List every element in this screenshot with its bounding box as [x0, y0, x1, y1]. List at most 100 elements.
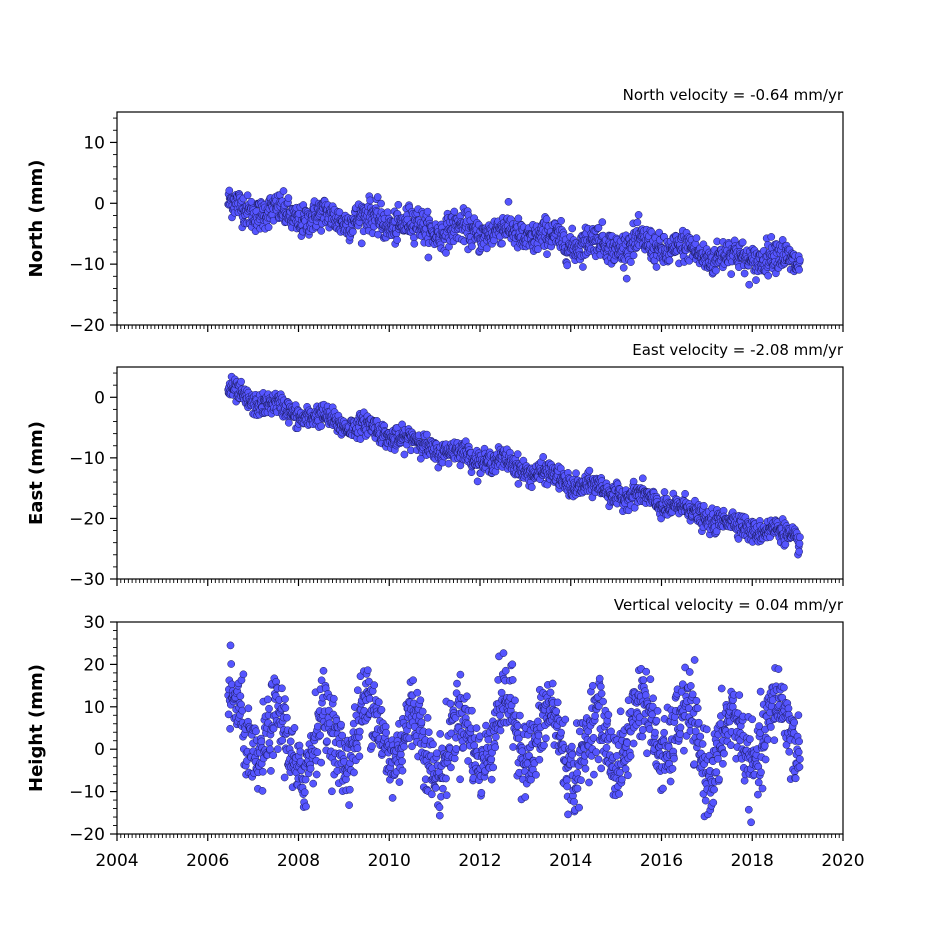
data-point-height: [290, 724, 299, 732]
data-point-north: [349, 227, 357, 236]
data-point-height: [575, 803, 583, 812]
data-point-height: [646, 675, 655, 684]
data-point-height: [670, 754, 678, 763]
data-point-height: [710, 785, 718, 794]
data-point-height: [626, 752, 635, 760]
y-tick-label-east: 0: [94, 388, 105, 408]
data-point-height: [616, 707, 625, 716]
data-point-height: [442, 774, 450, 783]
data-point-north: [284, 194, 293, 202]
data-point-north: [357, 239, 366, 248]
data-point-height: [521, 793, 530, 801]
data-point-height: [286, 737, 295, 746]
data-point-north: [279, 187, 288, 195]
data-point-north: [652, 263, 661, 271]
data-point-height: [345, 801, 353, 809]
data-point-height: [599, 697, 607, 706]
data-point-height: [442, 791, 451, 800]
x-tick-label: 2008: [277, 851, 320, 871]
data-point-north: [335, 208, 344, 217]
y-tick-label-height: 20: [83, 655, 105, 675]
data-point-height: [368, 742, 376, 750]
data-point-height: [546, 688, 555, 697]
data-point-height: [398, 766, 407, 775]
data-point-height: [329, 694, 338, 703]
data-point-north: [423, 207, 432, 216]
data-point-height: [649, 694, 657, 703]
data-point-height: [267, 767, 275, 775]
data-point-height: [702, 725, 711, 734]
data-point-height: [363, 666, 372, 675]
data-point-height: [701, 796, 710, 805]
data-point-height: [532, 770, 540, 779]
y-tick-label-height: 10: [83, 698, 105, 718]
data-point-height: [719, 759, 727, 768]
data-point-height: [252, 727, 260, 736]
data-point-height: [617, 775, 626, 784]
data-point-height: [642, 667, 651, 676]
data-point-height: [416, 696, 425, 705]
data-point-east: [423, 430, 431, 439]
data-point-height: [641, 691, 650, 700]
data-point-height: [418, 707, 427, 716]
data-point-north: [629, 251, 638, 260]
data-point-height: [450, 754, 459, 763]
data-point-north: [498, 239, 506, 248]
y-tick-label-north: −10: [69, 255, 105, 275]
data-point-height: [306, 764, 315, 773]
data-point-north: [410, 239, 419, 248]
data-point-height: [459, 743, 468, 752]
data-point-north: [366, 196, 374, 205]
data-point-north: [243, 191, 252, 200]
data-point-height: [472, 724, 481, 732]
data-point-east: [400, 450, 409, 459]
data-point-east: [660, 488, 669, 496]
data-point-height: [690, 656, 699, 664]
data-point-height: [604, 710, 613, 719]
data-point-north: [504, 197, 513, 206]
data-point-height: [226, 641, 235, 650]
panel-title-east: East velocity = -2.08 mm/yr: [632, 341, 844, 359]
data-point-height: [680, 746, 688, 755]
data-point-height: [597, 689, 606, 698]
data-point-height: [489, 763, 498, 772]
data-point-north: [598, 218, 607, 226]
data-point-height: [585, 778, 593, 787]
data-point-height: [638, 732, 647, 741]
data-point-north: [394, 200, 403, 209]
data-point-height: [281, 704, 290, 712]
data-point-east: [237, 377, 245, 386]
data-point-east: [444, 459, 453, 468]
data-point-east: [638, 474, 647, 483]
x-tick-label: 2018: [731, 851, 774, 871]
data-point-north: [442, 249, 450, 257]
y-tick-label-height: 30: [83, 613, 105, 633]
data-point-height: [313, 748, 322, 757]
data-point-height: [436, 730, 445, 738]
data-point-height: [715, 775, 723, 784]
data-point-height: [477, 788, 486, 797]
data-point-north: [627, 258, 635, 266]
data-point-height: [516, 711, 524, 720]
data-point-height: [316, 731, 324, 740]
data-point-height: [427, 790, 436, 799]
data-point-height: [615, 790, 623, 798]
data-point-height: [463, 692, 471, 701]
data-point-height: [487, 775, 496, 784]
data-point-north: [795, 265, 803, 274]
data-point-height: [468, 706, 476, 715]
data-point-height: [688, 690, 697, 699]
data-point-north: [752, 276, 760, 284]
data-point-height: [452, 745, 461, 753]
data-point-height: [501, 666, 510, 675]
data-point-height: [431, 784, 440, 792]
y-tick-label-east: −20: [69, 509, 105, 529]
data-point-north: [374, 230, 382, 239]
data-point-height: [413, 688, 422, 697]
data-point-height: [353, 686, 362, 695]
data-point-height: [283, 713, 291, 722]
data-point-height: [312, 770, 321, 779]
data-point-north: [579, 263, 587, 271]
data-point-north: [542, 215, 551, 224]
